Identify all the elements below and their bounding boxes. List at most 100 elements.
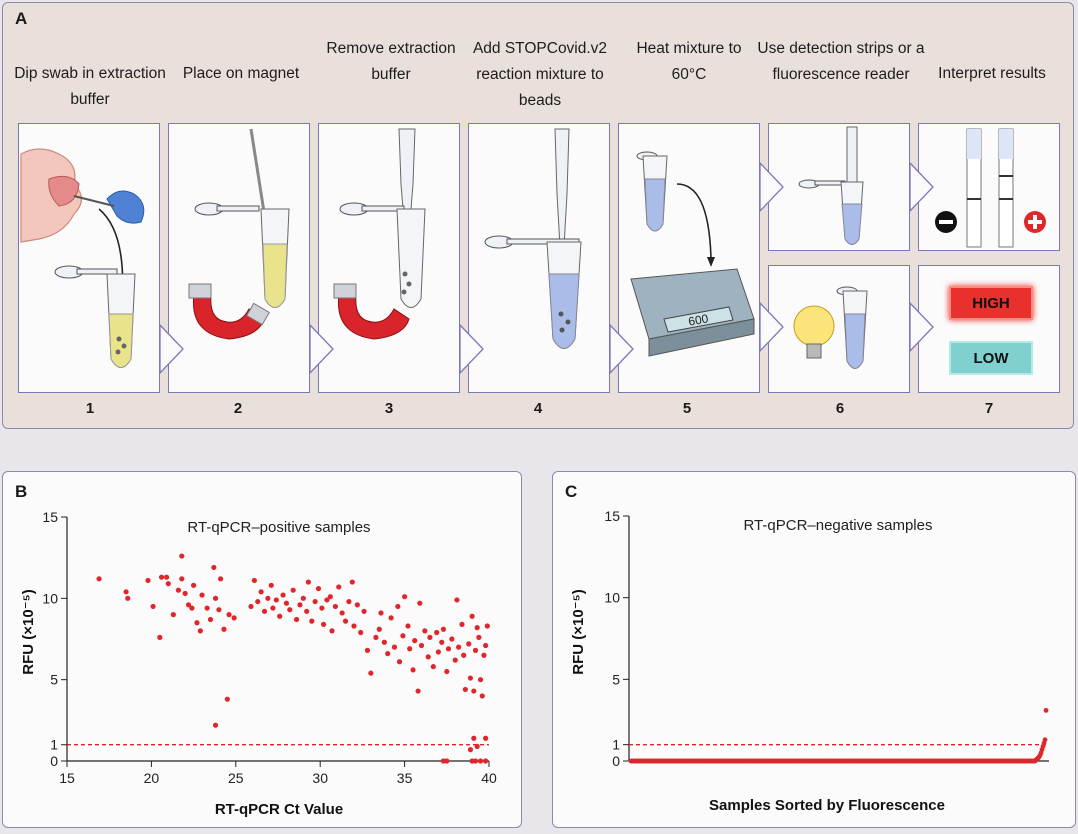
step-1-box — [18, 123, 160, 393]
chart-b-point — [270, 605, 276, 611]
chart-b-point — [268, 582, 274, 588]
chart-b-point — [163, 574, 170, 580]
chart-b-point — [315, 585, 322, 592]
step-3-title: Remove extraction buffer — [326, 40, 456, 83]
chart-b-x-tick-label: 25 — [228, 770, 244, 786]
step-4-number: 4 — [533, 400, 543, 417]
chart-b-point — [410, 667, 416, 673]
step-connectors — [159, 161, 934, 375]
remove-buffer-illustration — [333, 128, 426, 340]
step-7-title: Interpret results — [938, 65, 1046, 82]
chart-b-point — [226, 612, 232, 618]
chart-b-point — [454, 597, 460, 603]
magnet-icon — [337, 293, 410, 340]
chart-b-point — [427, 634, 433, 640]
chart-b-point — [125, 595, 131, 601]
step-2-box — [168, 123, 310, 393]
chart-b-point — [422, 628, 428, 634]
chart-b-point — [218, 576, 224, 582]
chart-b-point — [417, 600, 423, 606]
chart-c-y-tick-label: 5 — [612, 671, 620, 687]
chart-b-y-tick-label: 15 — [42, 509, 58, 525]
chart-b-point — [123, 589, 129, 595]
chart-b-point — [469, 613, 475, 619]
chart-b-point — [305, 579, 311, 585]
chart-b-point — [483, 735, 489, 741]
chart-b-point — [248, 603, 254, 610]
chart-b-point — [231, 615, 237, 621]
chart-c-ylabel: RFU (×10⁻⁵) — [570, 589, 587, 674]
panel-c-label: C — [565, 482, 578, 501]
step-5-box: 600 — [618, 123, 760, 393]
step-3-box — [318, 123, 460, 393]
chart-b-point — [185, 602, 192, 608]
step-2-number: 2 — [233, 400, 243, 417]
chart-b-point — [483, 642, 489, 649]
chart-b-point — [444, 668, 450, 675]
panel-c-chart: C RT-qPCR–negative samples Samples Sorte… — [552, 471, 1076, 828]
chart-b-y-tick-label: 10 — [42, 590, 58, 606]
chart-b-point — [440, 626, 447, 632]
chart-b-point — [261, 608, 268, 614]
chart-b-point — [290, 587, 296, 593]
chart-b-point — [474, 743, 480, 749]
chart-b-point — [452, 657, 458, 663]
step-4-title: Add STOPCovid.v2 reaction mixture to bea… — [472, 40, 608, 109]
chart-b-point — [199, 592, 205, 598]
chart-b-point — [461, 652, 467, 658]
panel-a-workflow: A Dip swab in extraction buffer Place on… — [2, 2, 1074, 429]
chart-b-point — [471, 688, 477, 694]
chart-b-point — [191, 582, 197, 588]
chart-c-xlabel: Samples Sorted by Fluorescence — [709, 797, 945, 814]
chart-b-point — [395, 603, 401, 610]
chart-b-point — [405, 623, 411, 629]
chart-b-point — [471, 735, 477, 741]
chart-b-point — [445, 646, 452, 652]
chart-b-point — [467, 747, 474, 753]
chart-b-point — [182, 590, 188, 597]
chart-b-title: RT-qPCR–positive samples — [187, 519, 370, 536]
heater-display: 600 — [687, 311, 709, 328]
chart-b-point — [207, 616, 214, 623]
chart-b-point — [251, 577, 257, 584]
chart-b-y-tick-label: 1 — [50, 737, 58, 753]
chart-b-point — [354, 602, 360, 608]
chart-b-point — [280, 592, 286, 598]
chart-b-point — [170, 612, 176, 618]
chart-b-point — [479, 693, 485, 699]
chart-b-point — [351, 623, 357, 629]
chart-b-x-tick-label: 15 — [59, 770, 75, 786]
detection-strip-illustration — [798, 126, 864, 245]
step-7-strip-box — [918, 123, 1060, 251]
step-6-title: Use detection strips or a fluorescence r… — [757, 40, 925, 83]
step-5-number: 5 — [682, 400, 692, 417]
chart-b-y-tick-label: 5 — [50, 672, 58, 688]
strip-results-illustration — [935, 128, 1046, 248]
chart-b-point — [388, 615, 394, 621]
chart-b-point — [221, 626, 227, 632]
add-mixture-illustration — [484, 128, 582, 349]
step-6-strip-box — [768, 123, 910, 251]
magnet-illustration — [188, 128, 290, 340]
step-5-title: Heat mixture to 60°C — [636, 40, 742, 83]
chart-b-point — [179, 553, 185, 559]
chart-b-point — [293, 616, 300, 623]
chart-b-point — [204, 605, 210, 611]
chart-b-point — [349, 579, 355, 585]
chart-b-point — [277, 613, 283, 619]
chart-b-point — [472, 647, 479, 653]
chart-b-point — [287, 607, 293, 613]
chart-b-x-tick-label: 30 — [312, 770, 328, 786]
chart-b-point — [358, 629, 364, 636]
chart-b-point — [434, 629, 440, 636]
step-1-number: 1 — [85, 400, 95, 417]
chart-b-point — [376, 626, 382, 632]
panel-a-label: A — [15, 9, 28, 28]
chart-b-point — [297, 602, 303, 608]
step-3-number: 3 — [384, 400, 394, 417]
chart-b-point — [258, 589, 264, 595]
chart-b-point — [385, 651, 391, 657]
step-7-reader-box: HIGH LOW — [918, 265, 1060, 393]
chart-b-point — [255, 598, 261, 605]
panel-b-label: B — [15, 482, 28, 501]
